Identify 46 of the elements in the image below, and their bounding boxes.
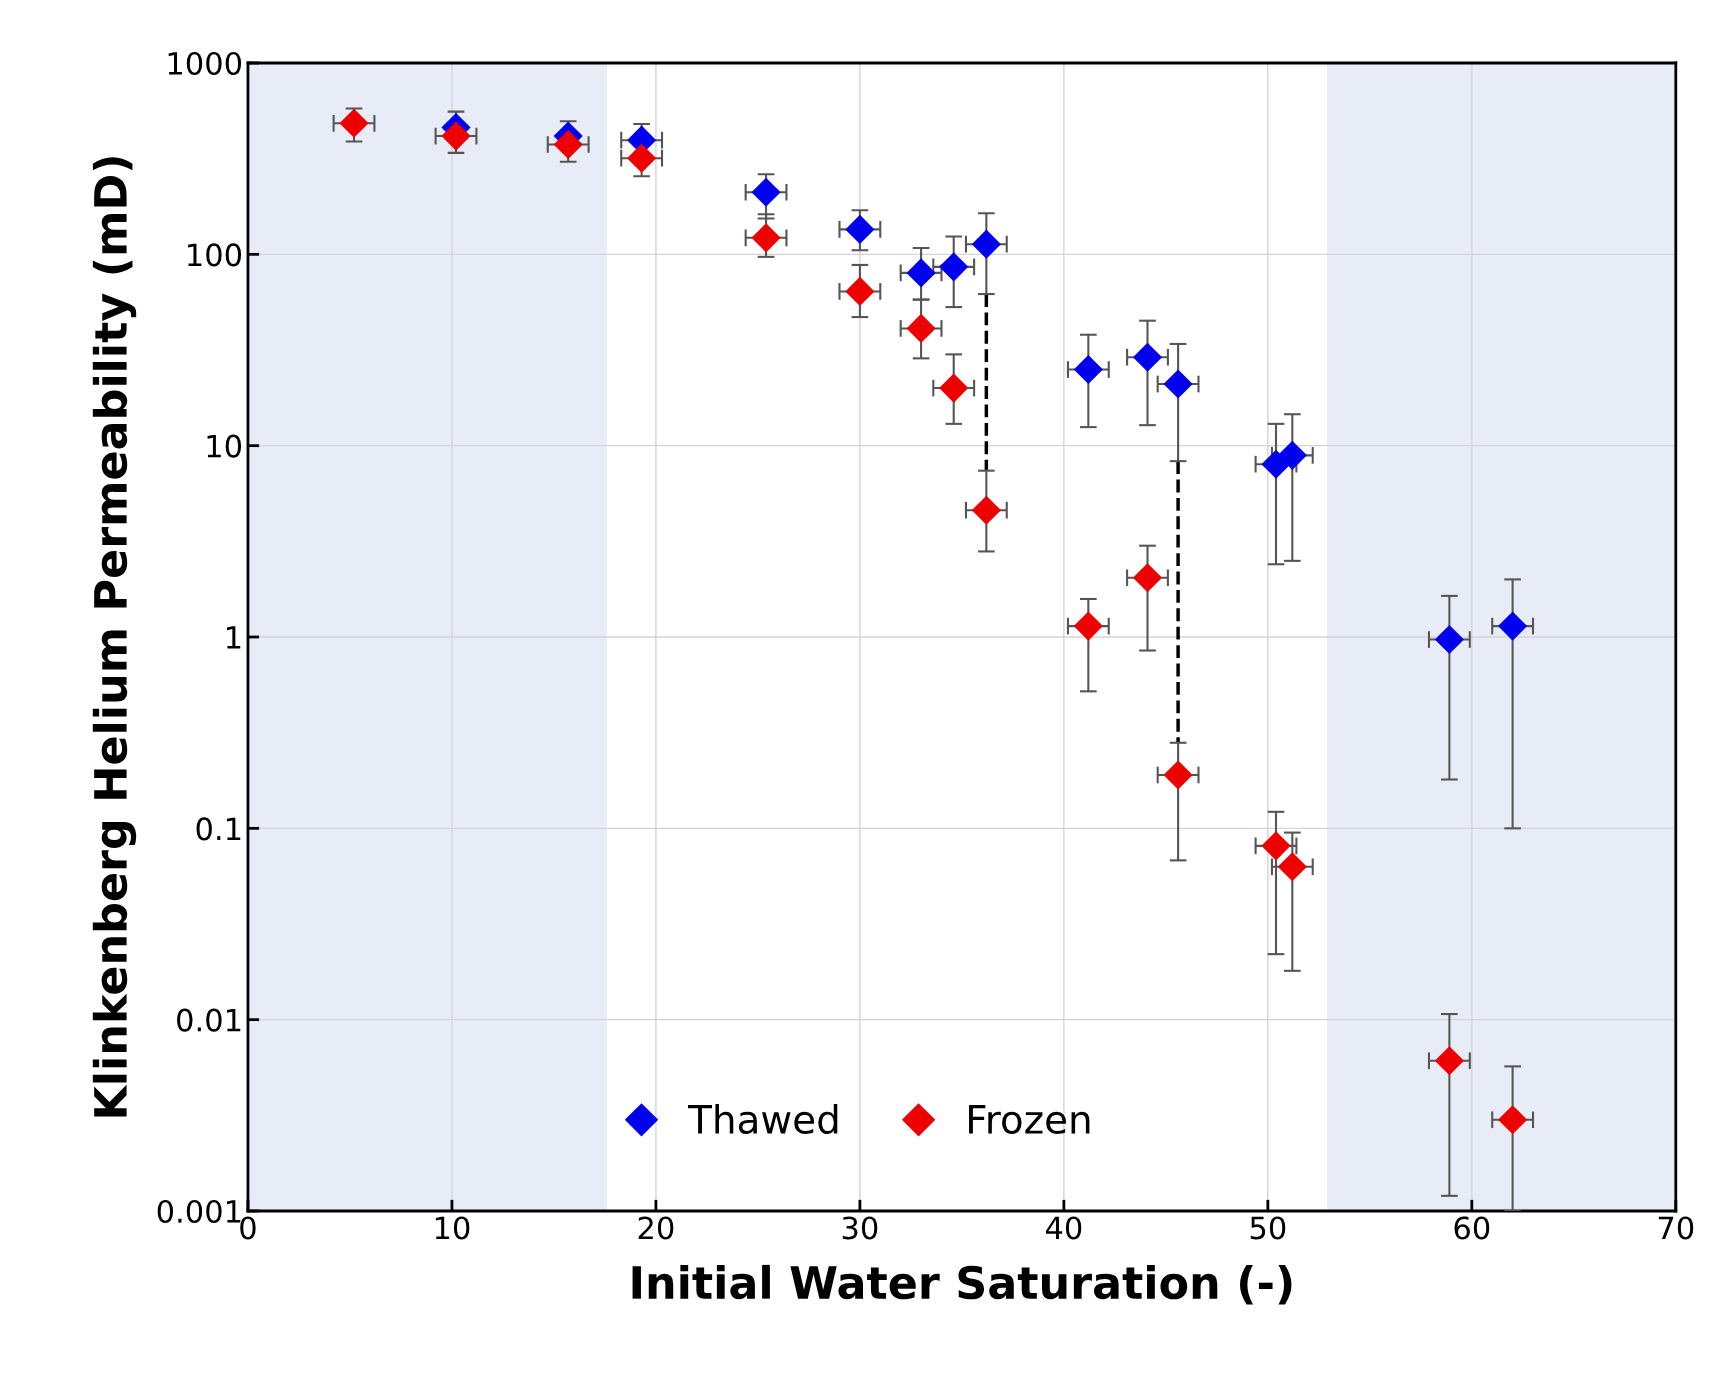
y-tick-label: 10	[207, 434, 242, 458]
point	[1132, 342, 1163, 372]
point	[971, 495, 1001, 525]
point	[1434, 624, 1464, 655]
point	[939, 373, 969, 403]
point	[339, 108, 369, 138]
point	[1163, 369, 1193, 399]
point	[906, 313, 936, 343]
point	[1073, 611, 1103, 641]
y-axis-title: Klinkenberg Helium Permeability (mD)	[92, 157, 137, 1117]
point	[1434, 1046, 1464, 1076]
point	[1132, 563, 1163, 593]
point	[627, 143, 657, 173]
point	[1073, 354, 1103, 385]
x-axis-title: Initial Water Saturation (-)	[632, 1264, 1292, 1305]
point	[1261, 831, 1291, 861]
y-tick-label: 0.1	[196, 817, 241, 841]
point	[1277, 852, 1307, 882]
point	[1498, 1105, 1528, 1135]
point	[1498, 611, 1528, 641]
legend-label: Thawed	[688, 1103, 838, 1135]
x-tick-label: 0	[240, 1216, 256, 1240]
legend-label: Frozen	[969, 1105, 1090, 1135]
x-tick-label: 50	[1250, 1216, 1286, 1240]
x-tick-label: 40	[1045, 1216, 1082, 1240]
point	[939, 252, 969, 282]
point	[971, 229, 1001, 259]
y-tick-label: 1	[227, 626, 241, 649]
point	[845, 276, 875, 306]
x-tick-label: 60	[1454, 1216, 1490, 1240]
point	[553, 129, 583, 160]
x-tick-label: 30	[842, 1216, 878, 1240]
point	[845, 214, 875, 244]
y-tick-label: 0.01	[177, 1008, 241, 1032]
y-tick-label: 0.001	[157, 1199, 241, 1224]
y-tick-label: 1000	[168, 51, 242, 76]
point	[906, 258, 936, 288]
x-tick-label: 10	[435, 1216, 470, 1240]
point	[1163, 760, 1193, 790]
point	[1277, 440, 1307, 470]
point	[751, 177, 781, 207]
x-tick-label: 70	[1658, 1216, 1694, 1240]
point	[441, 121, 471, 151]
x-tick-label: 20	[638, 1216, 674, 1240]
point	[751, 223, 781, 253]
y-tick-label: 100	[188, 243, 242, 267]
